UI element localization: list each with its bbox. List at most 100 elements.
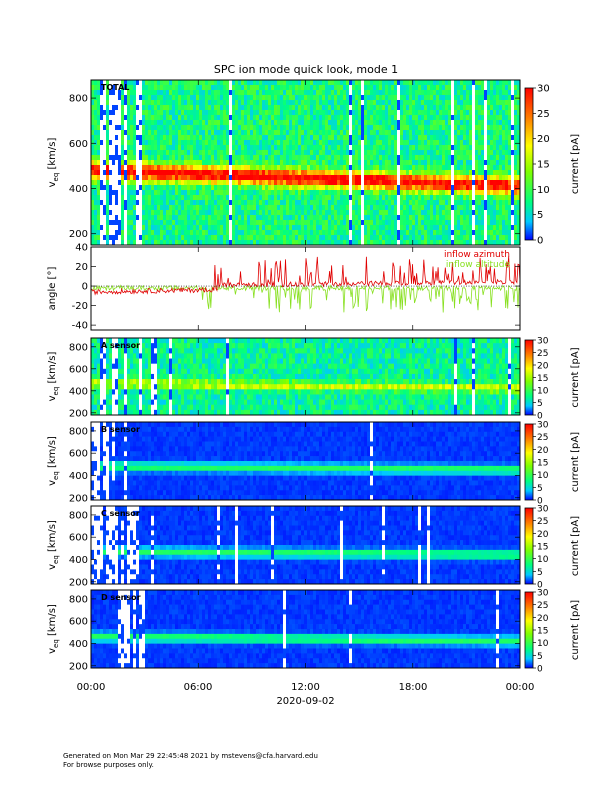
heatmap-cell (124, 115, 128, 121)
heatmap-cell (451, 90, 455, 96)
heatmap-cell (187, 145, 191, 151)
heatmap-cell (265, 85, 269, 91)
heatmap-cell (349, 150, 353, 156)
heatmap-cell (136, 125, 140, 131)
heatmap-cell (187, 150, 191, 156)
heatmap-cell (181, 215, 185, 221)
heatmap-cell (268, 145, 272, 151)
heatmap-cell (292, 235, 296, 241)
heatmap-cell (133, 85, 137, 91)
heatmap-cell (115, 210, 119, 216)
heatmap-cell (265, 225, 269, 231)
heatmap-cell (184, 180, 188, 186)
heatmap-cell (202, 180, 206, 186)
heatmap-cell (100, 105, 104, 111)
heatmap-cell (313, 130, 317, 136)
heatmap-cell (271, 155, 275, 161)
heatmap-cell (115, 363, 119, 370)
heatmap-cell (322, 170, 326, 176)
heatmap-cell (136, 115, 140, 121)
heatmap-cell (94, 135, 98, 141)
heatmap-cell (97, 160, 101, 166)
heatmap-cell (274, 210, 278, 216)
heatmap-cell (379, 80, 383, 86)
colorbar-tick-label-0-3: 15 (537, 160, 550, 171)
heatmap-cell (304, 140, 308, 146)
heatmap-cell (295, 165, 299, 171)
heatmap-cell (400, 230, 404, 236)
heatmap-cell (421, 225, 425, 231)
heatmap-cell (487, 165, 491, 171)
heatmap-cell (322, 140, 326, 146)
heatmap-cell (148, 155, 152, 161)
heatmap-cell (406, 220, 410, 226)
heatmap-cell (472, 180, 476, 186)
heatmap-cell (268, 125, 272, 131)
heatmap-cell (448, 85, 452, 91)
heatmap-cell (103, 210, 107, 216)
heatmap-cell (433, 115, 437, 121)
heatmap-cell (439, 200, 443, 206)
heatmap-cell (205, 185, 209, 191)
heatmap-cell (514, 195, 518, 201)
heatmap-cell (277, 85, 281, 91)
heatmap-cell (223, 185, 227, 191)
heatmap-cell (508, 160, 512, 166)
heatmap-cell (406, 120, 410, 126)
heatmap-cell (493, 195, 497, 201)
heatmap-cell (274, 240, 278, 246)
heatmap-cell (427, 210, 431, 216)
heatmap-cell (388, 145, 392, 151)
heatmap-cell (406, 240, 410, 246)
heatmap-cell (376, 140, 380, 146)
heatmap-cell (241, 85, 245, 91)
heatmap-cell (517, 165, 521, 171)
heatmap-cell (370, 145, 374, 151)
heatmap-cell (241, 215, 245, 221)
heatmap-cell (106, 115, 110, 121)
heatmap-cell (469, 95, 473, 101)
heatmap-cell (232, 210, 236, 216)
heatmap-cell (349, 110, 353, 116)
heatmap-cell (244, 200, 248, 206)
heatmap-cell (211, 190, 215, 196)
heatmap-cell (211, 210, 215, 216)
heatmap-cell (154, 215, 158, 221)
heatmap-cell (235, 205, 239, 211)
heatmap-cell (229, 150, 233, 156)
heatmap-cell (364, 155, 368, 161)
heatmap-cell (184, 190, 188, 196)
heatmap-cell (208, 85, 212, 91)
heatmap-cell (190, 90, 194, 96)
heatmap-cell (115, 220, 119, 226)
heatmap-cell (208, 175, 212, 181)
heatmap-cell (433, 80, 437, 86)
heatmap-cell (418, 235, 422, 241)
heatmap-cell (418, 130, 422, 136)
heatmap-cell (256, 115, 260, 121)
heatmap-cell (508, 200, 512, 206)
heatmap-cell (298, 195, 302, 201)
heatmap-cell (121, 379, 125, 385)
heatmap-cell (127, 160, 131, 166)
heatmap-cell (220, 135, 224, 141)
heatmap-cell (166, 90, 170, 96)
heatmap-cell (319, 215, 323, 221)
heatmap-cell (238, 150, 242, 156)
heatmap-cell (274, 130, 278, 136)
heatmap-cell (175, 120, 179, 126)
heatmap-cell (394, 155, 398, 161)
heatmap-cell (265, 185, 269, 191)
heatmap-cell (172, 200, 176, 206)
heatmap-cell (427, 215, 431, 221)
heatmap-cell (232, 240, 236, 246)
heatmap-cell (127, 115, 131, 121)
heatmap-cell (178, 185, 182, 191)
heatmap-cell (409, 140, 413, 146)
heatmap-cell (178, 155, 182, 161)
heatmap-cell (190, 180, 194, 186)
heatmap-cell (430, 235, 434, 241)
heatmap-cell (169, 160, 173, 166)
heatmap-cell (124, 85, 128, 91)
heatmap-cell (358, 80, 362, 86)
